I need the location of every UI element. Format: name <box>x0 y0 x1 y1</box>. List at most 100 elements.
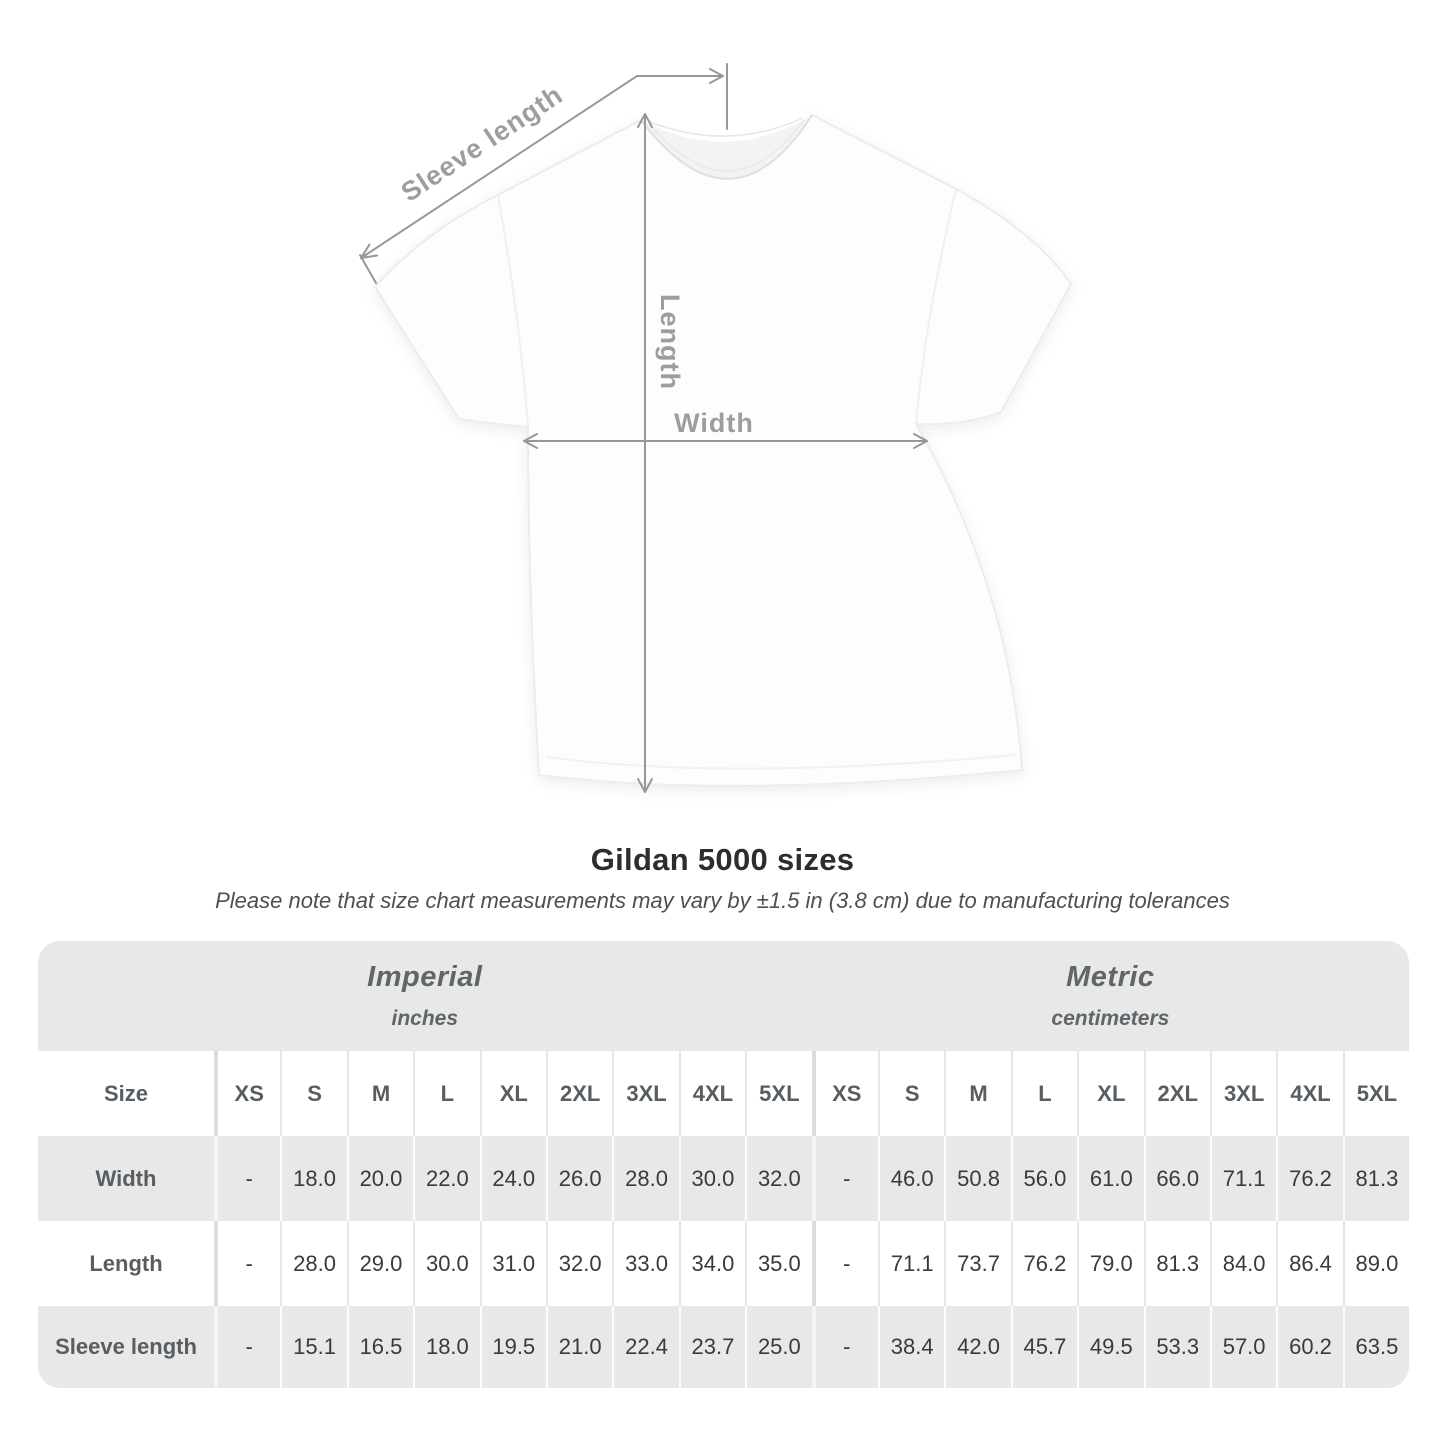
value-cell: - <box>811 1221 878 1306</box>
size-header-cell: XL <box>1077 1051 1144 1136</box>
value-cell: 20.0 <box>346 1136 414 1221</box>
size-header-cell: S <box>877 1051 945 1136</box>
size-header-cell: 3XL <box>1209 1051 1277 1136</box>
tshirt-measurement-diagram: Sleeve length Length Width <box>359 63 1073 793</box>
value-cell: 23.7 <box>678 1306 746 1388</box>
value-cell: 32.0 <box>745 1136 812 1221</box>
value-cell: 21.0 <box>545 1306 613 1388</box>
size-header-cell: S <box>280 1051 347 1136</box>
metric-unit: centimeters <box>1051 1007 1170 1030</box>
value-cell: 38.4 <box>877 1306 945 1388</box>
value-cell: 81.3 <box>1342 1136 1410 1221</box>
value-cell: - <box>811 1306 878 1388</box>
table-row-sleeve-length: Sleeve length - 15.1 16.5 18.0 19.5 21.0… <box>38 1306 1410 1388</box>
value-cell: 50.8 <box>944 1136 1011 1221</box>
unit-band-row: Imperial inches Metric centimeters <box>38 941 1410 1051</box>
length-arrow <box>637 113 653 793</box>
value-cell: 57.0 <box>1209 1306 1277 1388</box>
value-cell: 26.0 <box>545 1136 613 1221</box>
value-cell: 45.7 <box>1010 1306 1078 1388</box>
value-cell: - <box>811 1136 878 1221</box>
value-cell: 34.0 <box>678 1221 746 1306</box>
value-cell: 30.0 <box>413 1221 480 1306</box>
value-cell: 42.0 <box>944 1306 1011 1388</box>
value-cell: 89.0 <box>1342 1221 1410 1306</box>
size-header-cell: 2XL <box>545 1051 613 1136</box>
value-cell: 35.0 <box>745 1221 812 1306</box>
value-cell: 16.5 <box>346 1306 414 1388</box>
size-header-cell: XS <box>214 1051 281 1136</box>
table-row-length: Length - 28.0 29.0 30.0 31.0 32.0 33.0 3… <box>38 1221 1410 1306</box>
metric-label: Metric <box>1066 961 1155 993</box>
imperial-label: Imperial <box>367 961 483 993</box>
size-header-cell: L <box>1010 1051 1078 1136</box>
size-header-cell: 3XL <box>612 1051 679 1136</box>
right-sleeve-seam <box>915 188 957 425</box>
value-cell: - <box>214 1221 281 1306</box>
imperial-unit: inches <box>391 1007 459 1030</box>
imperial-header: Imperial inches <box>38 941 812 1051</box>
value-cell: 61.0 <box>1077 1136 1144 1221</box>
collar-outer-line <box>640 114 813 180</box>
value-cell: 15.1 <box>280 1306 347 1388</box>
width-label: Width <box>674 408 754 438</box>
value-cell: 22.4 <box>612 1306 679 1388</box>
value-cell: 18.0 <box>280 1136 347 1221</box>
back-collar-line <box>649 117 804 137</box>
value-cell: 24.0 <box>479 1136 546 1221</box>
value-cell: 46.0 <box>877 1136 945 1221</box>
tshirt-image <box>373 113 1073 787</box>
size-table: Imperial inches Metric centimeters Size … <box>38 941 1410 1388</box>
size-header-cell: 4XL <box>1276 1051 1343 1136</box>
length-label: Length <box>655 294 685 390</box>
tshirt-size-diagram-svg: Sleeve length Length Width <box>359 63 1073 793</box>
value-cell: 56.0 <box>1010 1136 1078 1221</box>
value-cell: 28.0 <box>280 1221 347 1306</box>
value-cell: 76.2 <box>1276 1136 1343 1221</box>
value-cell: 66.0 <box>1143 1136 1210 1221</box>
title-block: Gildan 5000 sizes Please note that size … <box>0 842 1445 914</box>
value-cell: 53.3 <box>1143 1306 1210 1388</box>
size-header-cell: M <box>346 1051 414 1136</box>
row-header: Length <box>38 1221 214 1306</box>
size-header-row: Size XS S M L XL 2XL 3XL 4XL 5XL XS S M … <box>38 1051 1410 1136</box>
value-cell: 86.4 <box>1276 1221 1343 1306</box>
left-sleeve-seam <box>497 194 529 428</box>
size-header-cell: L <box>413 1051 480 1136</box>
value-cell: 25.0 <box>745 1306 812 1388</box>
size-header-cell: 2XL <box>1143 1051 1210 1136</box>
value-cell: 71.1 <box>877 1221 945 1306</box>
value-cell: 79.0 <box>1077 1221 1144 1306</box>
value-cell: 28.0 <box>612 1136 679 1221</box>
value-cell: 18.0 <box>413 1306 480 1388</box>
size-header-cell: 5XL <box>745 1051 812 1136</box>
value-cell: 71.1 <box>1209 1136 1277 1221</box>
collar-inner-line <box>649 119 805 172</box>
metric-header: Metric centimeters <box>811 941 1410 1051</box>
size-header-cell: XL <box>479 1051 546 1136</box>
hem-stitch-line <box>545 754 1016 770</box>
chart-title: Gildan 5000 sizes <box>590 842 855 877</box>
value-cell: 31.0 <box>479 1221 546 1306</box>
value-cell: 63.5 <box>1342 1306 1410 1388</box>
value-cell: 60.2 <box>1276 1306 1343 1388</box>
row-header: Width <box>38 1136 214 1221</box>
width-arrow <box>523 433 928 449</box>
size-header-cell: 5XL <box>1342 1051 1410 1136</box>
value-cell: 30.0 <box>678 1136 746 1221</box>
value-cell: 32.0 <box>545 1221 613 1306</box>
value-cell: - <box>214 1306 281 1388</box>
size-header-cell: 4XL <box>678 1051 746 1136</box>
value-cell: 73.7 <box>944 1221 1011 1306</box>
size-column-header: Size <box>38 1051 214 1136</box>
value-cell: 81.3 <box>1143 1221 1210 1306</box>
table-row-width: Width - 18.0 20.0 22.0 24.0 26.0 28.0 30… <box>38 1136 1410 1221</box>
value-cell: 22.0 <box>413 1136 480 1221</box>
value-cell: - <box>214 1136 281 1221</box>
value-cell: 49.5 <box>1077 1306 1144 1388</box>
value-cell: 29.0 <box>346 1221 414 1306</box>
value-cell: 84.0 <box>1209 1221 1277 1306</box>
size-header-cell: XS <box>811 1051 878 1136</box>
value-cell: 33.0 <box>612 1221 679 1306</box>
sleeve-length-arrow <box>359 63 728 284</box>
